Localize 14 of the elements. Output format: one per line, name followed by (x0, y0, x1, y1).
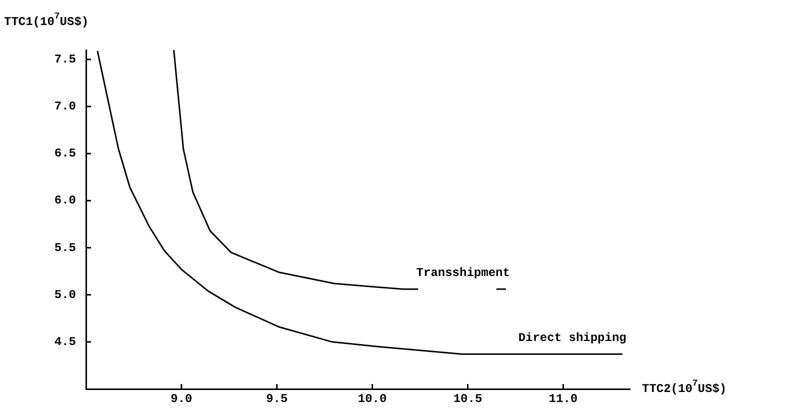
y-tick-label: 7.0 (54, 100, 76, 114)
x-tick-label: 10.5 (453, 392, 482, 406)
x-tick-label: 11.0 (548, 392, 578, 406)
x-tick-label: 10.0 (358, 392, 387, 406)
series-label: Direct shipping (518, 331, 626, 346)
y-tick-label: 4.5 (54, 334, 76, 349)
y-tick-label: 7.5 (54, 52, 76, 66)
x-tick-label: 9.0 (170, 392, 192, 406)
series-label: Transshipment (416, 266, 510, 280)
x-tick-label: 9.5 (266, 392, 288, 406)
y-tick-label: 5.5 (54, 240, 76, 255)
y-tick-label: 6.0 (54, 194, 76, 208)
y-tick-label: 6.5 (54, 146, 76, 161)
y-tick-label: 5.0 (54, 288, 76, 302)
